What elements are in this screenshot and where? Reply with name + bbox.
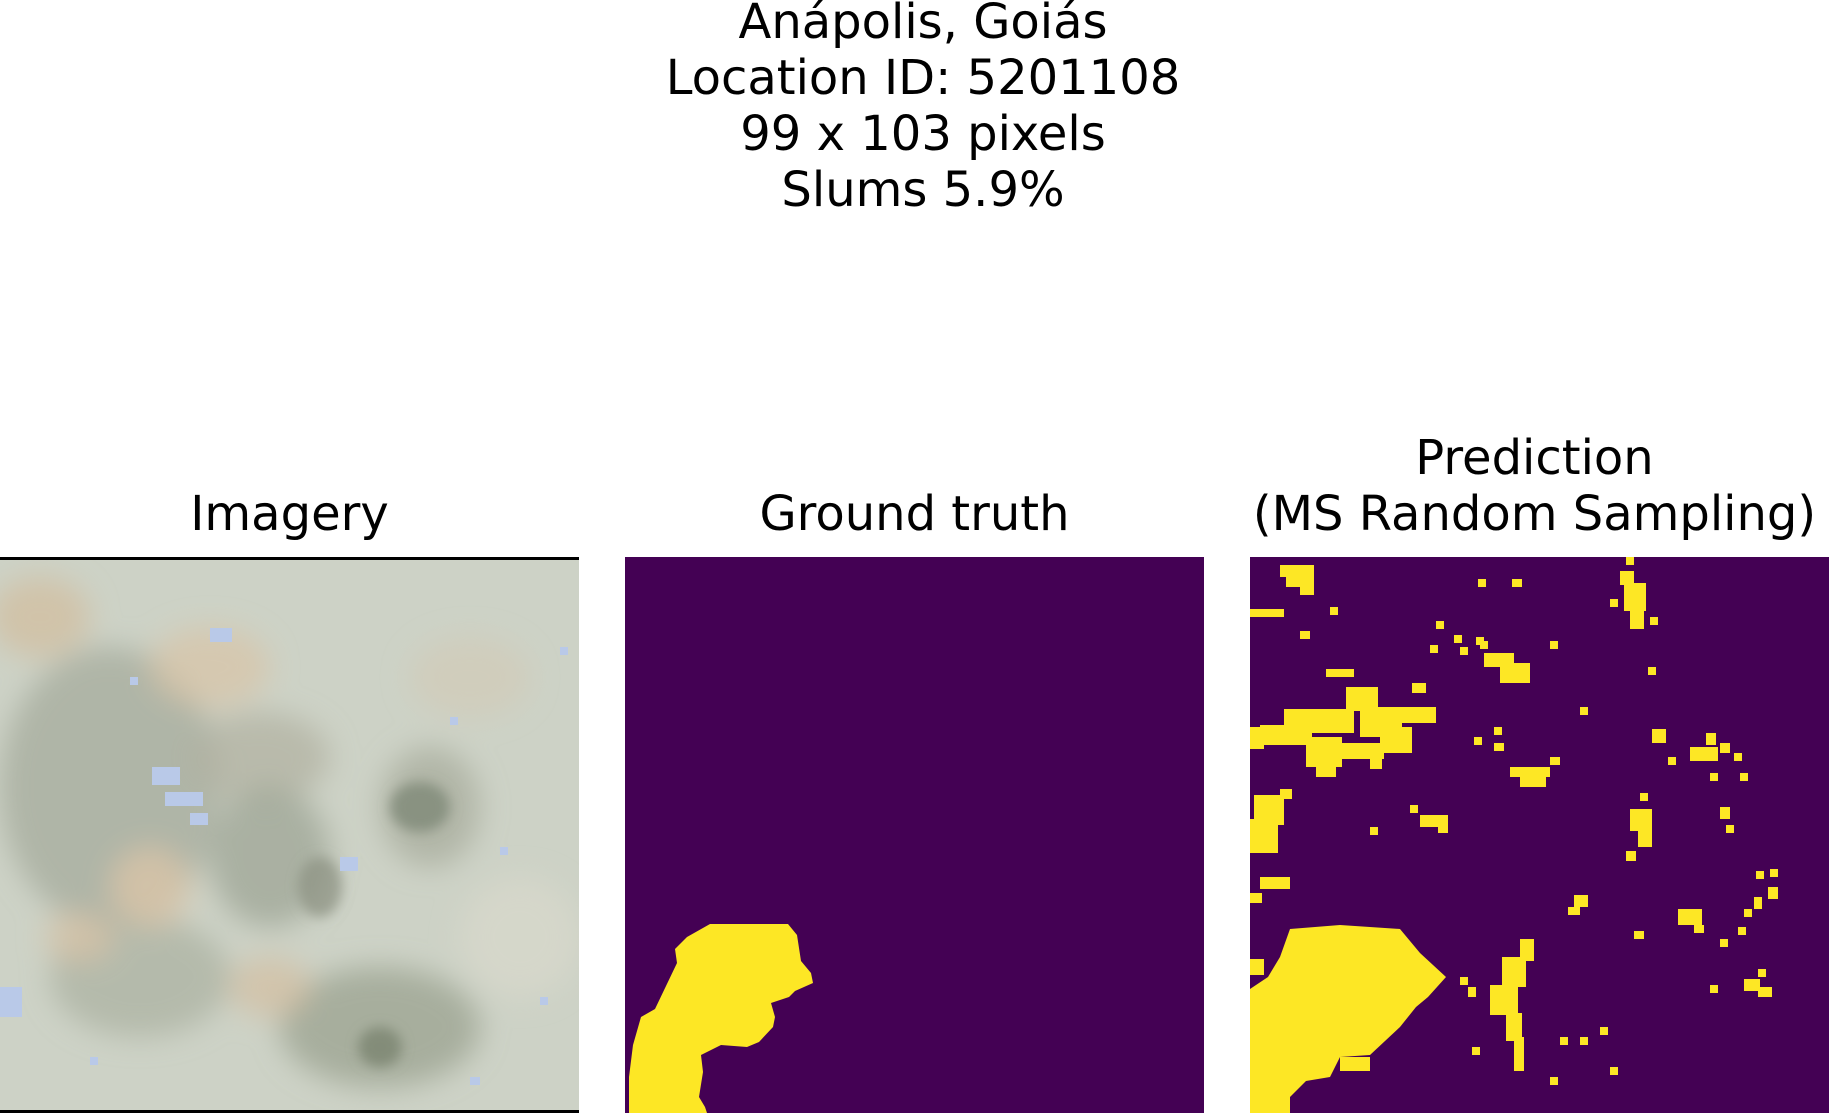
imagery-title: Imagery <box>190 486 389 542</box>
prediction-mask <box>1250 557 1829 1113</box>
prediction-title-line2: (MS Random Sampling) <box>1252 486 1817 542</box>
prediction-title-line1: Prediction <box>1415 430 1654 486</box>
prediction-panel <box>1250 557 1829 1113</box>
satellite-imagery <box>0 557 579 1113</box>
ground-truth-mask <box>625 557 1204 1113</box>
header-slum-share: Slums 5.9% <box>781 162 1065 218</box>
ground-truth-title: Ground truth <box>759 486 1070 542</box>
prediction-slum-pixels <box>1250 557 1778 1113</box>
header-city: Anápolis, Goiás <box>738 0 1108 50</box>
header-dimensions: 99 x 103 pixels <box>740 106 1106 162</box>
header-location-id: Location ID: 5201108 <box>665 50 1181 106</box>
ground-truth-panel <box>625 557 1204 1113</box>
ground-truth-slum-region <box>629 924 813 1113</box>
imagery-panel <box>0 557 579 1113</box>
